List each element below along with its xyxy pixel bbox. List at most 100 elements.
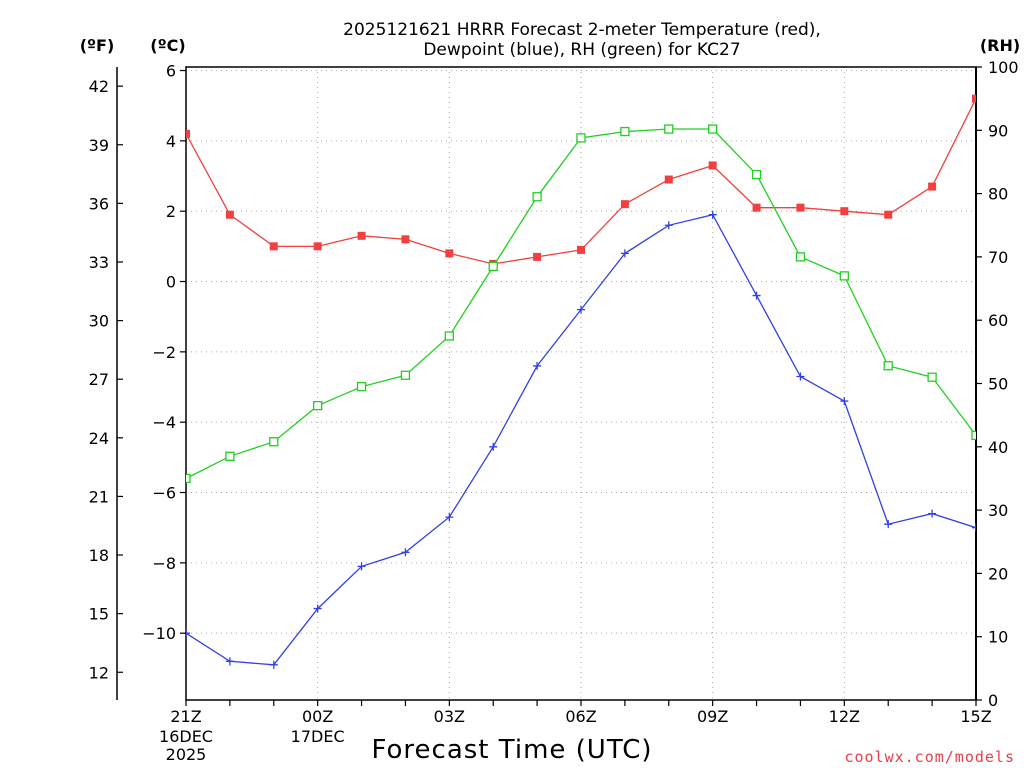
f-tick-label: 39 bbox=[89, 136, 109, 155]
temperature-line bbox=[186, 98, 976, 265]
f-tick-label: 36 bbox=[89, 194, 109, 213]
dewpoint-point bbox=[225, 657, 234, 666]
f-tick-label: 24 bbox=[89, 429, 109, 448]
unit-label-celsius: (ºC) bbox=[150, 36, 185, 55]
rh-tick-label: 100 bbox=[988, 58, 1019, 77]
rh-tick-label: 70 bbox=[988, 248, 1008, 267]
rh-point bbox=[620, 126, 630, 137]
grid bbox=[186, 67, 976, 700]
dewpoint-point bbox=[928, 509, 937, 518]
temperature-point bbox=[357, 231, 366, 240]
dewpoint-point bbox=[577, 305, 585, 314]
chart-title-line2: Dewpoint (blue), RH (green) for KC27 bbox=[423, 40, 740, 60]
f-tick-label: 30 bbox=[89, 312, 109, 331]
dewpoint-point bbox=[796, 372, 805, 381]
rh-tick-label: 80 bbox=[988, 185, 1008, 204]
rh-point bbox=[664, 124, 674, 134]
dewpoint-point bbox=[620, 249, 629, 258]
f-tick-label: 42 bbox=[89, 77, 109, 96]
x-tick-label: 15Z bbox=[960, 707, 991, 726]
rh-point bbox=[576, 133, 586, 143]
rh-tick-label: 10 bbox=[988, 628, 1008, 647]
plot-frame bbox=[185, 66, 977, 701]
rh-tick-label: 20 bbox=[988, 564, 1008, 583]
temperature-point bbox=[664, 175, 673, 184]
rh-tick-label: 60 bbox=[988, 311, 1008, 330]
c-tick-label: −8 bbox=[152, 554, 176, 573]
f-tick-label: 18 bbox=[89, 546, 109, 565]
c-tick-label: 2 bbox=[166, 202, 176, 221]
rh-tick-label: 50 bbox=[988, 375, 1008, 394]
rh-point bbox=[927, 372, 937, 382]
dewpoint-point bbox=[664, 221, 673, 230]
chart-title-line1: 2025121621 HRRR Forecast 2-meter Tempera… bbox=[343, 20, 821, 40]
dewpoint-point bbox=[489, 442, 498, 451]
dewpoint-point bbox=[357, 562, 366, 571]
rh-tick-label: 0 bbox=[988, 691, 998, 710]
dewpoint-point bbox=[533, 361, 542, 370]
temperature-point bbox=[928, 182, 937, 191]
rh-point bbox=[971, 430, 976, 441]
x-tick-label: 06Z bbox=[565, 707, 596, 726]
rh-point bbox=[795, 252, 806, 262]
credit-text: coolwx.com/models bbox=[844, 748, 1015, 766]
unit-label-rh: (RH) bbox=[980, 36, 1020, 55]
rh-point bbox=[532, 192, 542, 202]
temperature-point bbox=[796, 203, 805, 212]
c-tick-label: 0 bbox=[166, 273, 176, 292]
temperature-point bbox=[401, 235, 410, 244]
f-tick-label: 12 bbox=[89, 663, 109, 682]
dewpoint-point bbox=[401, 548, 410, 557]
rh-point bbox=[269, 437, 279, 447]
c-tick-label: 4 bbox=[166, 132, 176, 151]
temperature-point bbox=[620, 200, 629, 209]
x-tick-label: 03Z bbox=[434, 707, 465, 726]
rh-tick-label: 90 bbox=[988, 121, 1008, 140]
rh-tick-label: 40 bbox=[988, 438, 1008, 457]
c-tick-label: −4 bbox=[152, 413, 176, 432]
rh-tick-label: 30 bbox=[988, 501, 1008, 520]
temperature-point bbox=[577, 245, 585, 254]
temperature-point bbox=[708, 161, 717, 170]
rh-point bbox=[751, 169, 762, 180]
temperature-point bbox=[972, 94, 976, 103]
dewpoint-point bbox=[313, 604, 322, 613]
c-tick-label: −10 bbox=[142, 624, 176, 643]
dewpoint-point bbox=[269, 660, 278, 669]
unit-label-fahrenheit: (ºF) bbox=[80, 36, 115, 55]
f-tick-label: 21 bbox=[89, 487, 109, 506]
temperature-point bbox=[840, 207, 849, 216]
rh-point bbox=[839, 271, 849, 281]
x-tick-label: 21Z bbox=[170, 707, 201, 726]
dewpoint-point bbox=[752, 291, 761, 300]
temperature-point bbox=[269, 242, 278, 251]
rh-point bbox=[225, 451, 235, 461]
rh-point bbox=[400, 370, 411, 380]
temperature-point bbox=[186, 129, 190, 138]
rh-point bbox=[313, 401, 323, 411]
rh-point bbox=[488, 261, 498, 272]
x-tick-date: 17DEC bbox=[291, 727, 345, 746]
rh-point bbox=[708, 124, 718, 134]
rh-line bbox=[186, 128, 976, 480]
f-tick-label: 27 bbox=[89, 370, 109, 389]
temperature-point bbox=[884, 210, 893, 219]
x-tick-year: 2025 bbox=[166, 745, 207, 764]
x-axis-title: Forecast Time (UTC) bbox=[371, 735, 652, 765]
x-tick-date: 16DEC bbox=[159, 727, 213, 746]
dewpoint-point bbox=[840, 397, 849, 406]
rh-point bbox=[444, 331, 454, 341]
temperature-point bbox=[445, 249, 454, 258]
c-tick-label: −2 bbox=[152, 343, 176, 362]
temperature-point bbox=[313, 242, 322, 251]
dewpoint-point bbox=[708, 210, 717, 219]
axes bbox=[116, 66, 982, 706]
series bbox=[186, 94, 976, 669]
f-tick-label: 15 bbox=[89, 605, 109, 624]
rh-point bbox=[186, 473, 191, 484]
x-tick-label: 00Z bbox=[302, 707, 333, 726]
rh-point bbox=[883, 361, 893, 371]
dewpoint-point bbox=[186, 629, 190, 638]
temperature-point bbox=[752, 203, 761, 212]
